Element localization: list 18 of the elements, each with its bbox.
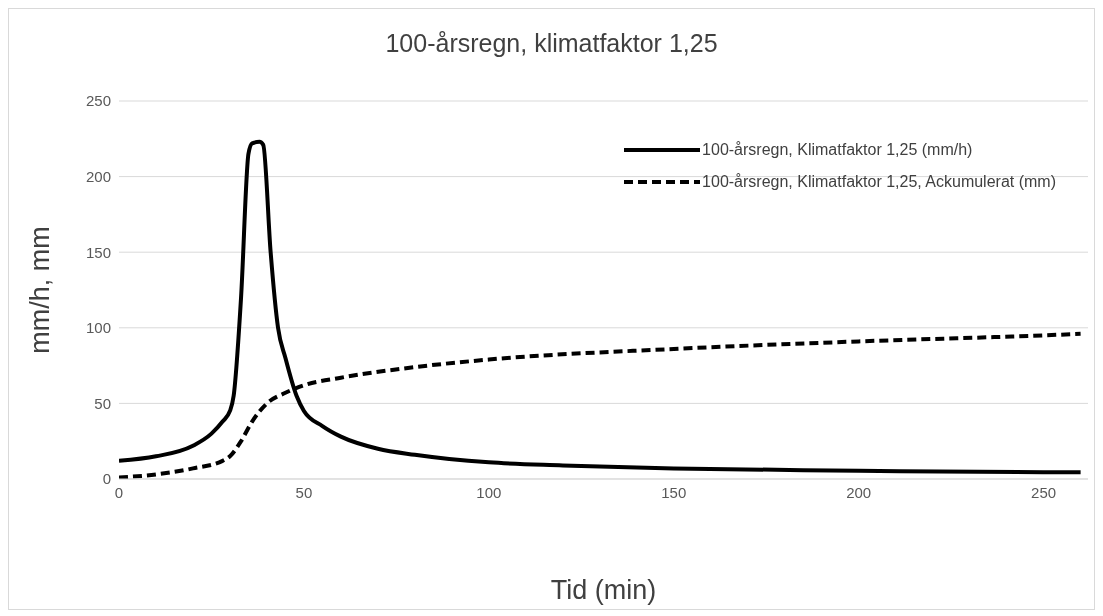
x-tick-label: 150	[661, 483, 687, 501]
y-axis-title: mm/h, mm	[24, 226, 55, 354]
x-tick-label: 200	[846, 483, 872, 501]
legend-label: 100-årsregn, Klimatfaktor 1,25 (mm/h)	[702, 141, 973, 159]
chart-title: 100-årsregn, klimatfaktor 1,25	[384, 29, 719, 58]
line-series	[119, 139, 1083, 475]
y-tick-label: 150	[85, 243, 111, 261]
legend-label: 100-årsregn, Klimatfaktor 1,25, Ackumulerat (mm)	[702, 173, 1056, 191]
x-tick-label: 50	[295, 483, 313, 501]
x-tick-label: 250	[1031, 483, 1057, 501]
y-tick-label: 0	[102, 470, 111, 488]
x-axis-title: Tid (min)	[550, 575, 657, 605]
x-tick-label: 100	[476, 483, 502, 501]
x-tick-label: 0	[114, 483, 124, 501]
y-tick-label: 50	[94, 394, 111, 412]
y-tick-label: 250	[85, 92, 111, 110]
y-tick-label: 100	[85, 319, 111, 337]
y-tick-label: 200	[85, 167, 111, 185]
